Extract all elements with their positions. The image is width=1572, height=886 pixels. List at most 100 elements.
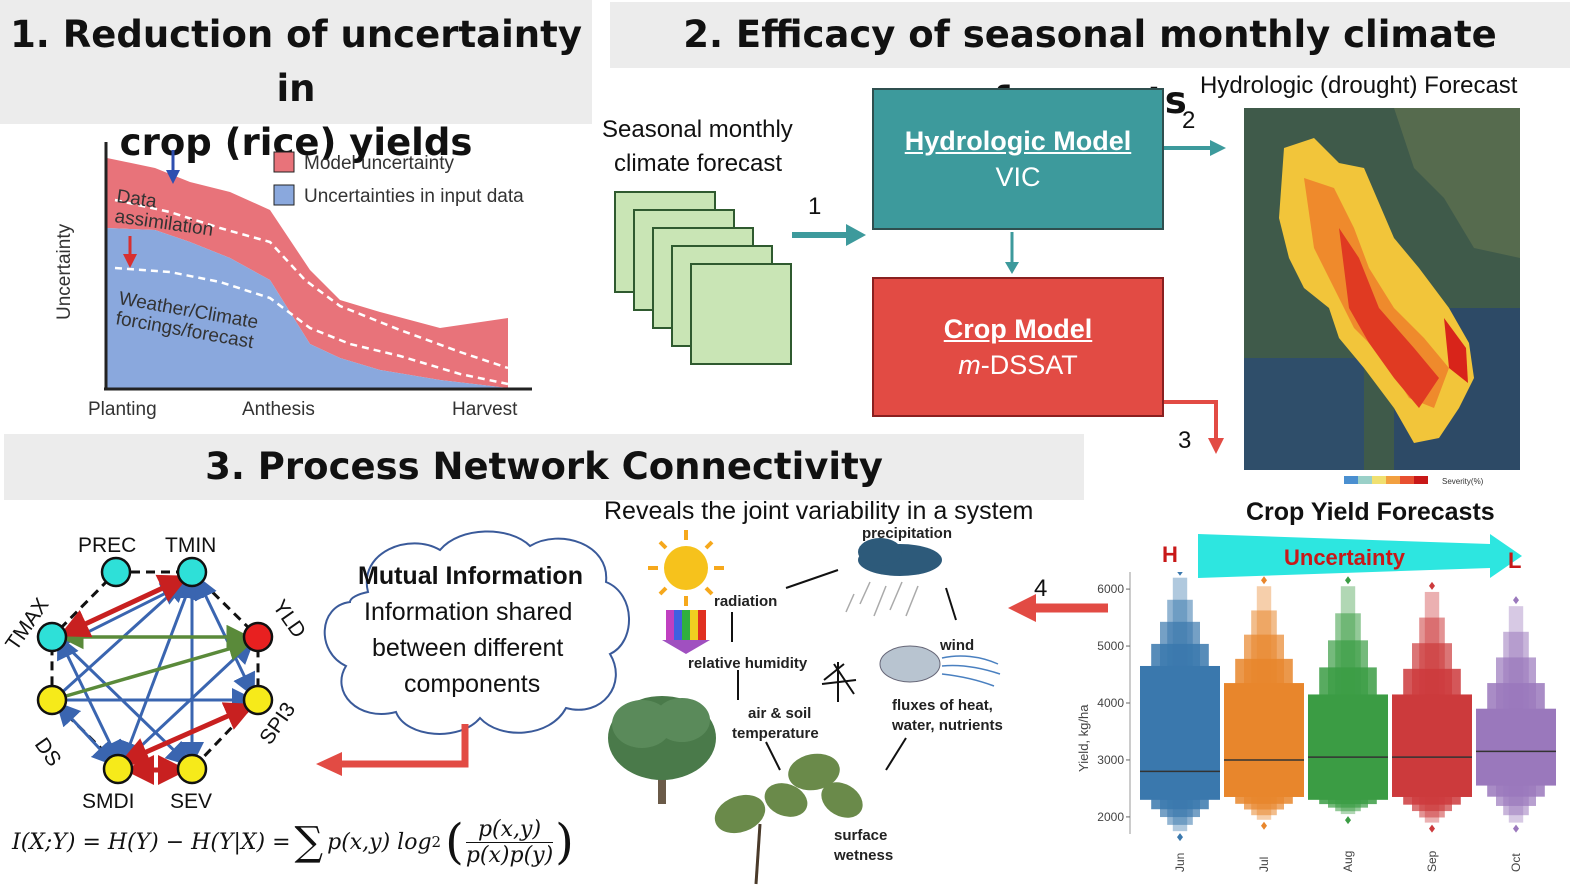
- boxen-box-jun: [1140, 665, 1220, 800]
- model-uncertainty-area: [107, 158, 508, 388]
- legend-model-uncertainty: Model uncertainty: [304, 153, 454, 174]
- panel1-title: 1. Reduction of uncertainty in crop (ric…: [0, 0, 592, 164]
- boxen-outlier-high-jul: [1261, 576, 1267, 585]
- hydro-title: Hydrologic Model: [904, 126, 1132, 156]
- arrow-number-4: 4: [1034, 575, 1047, 602]
- process-label-surface: surface: [834, 827, 887, 844]
- uncertainty-diagram: Data assimilation Weather/Climate forcin…: [54, 142, 532, 420]
- x-tick-anthesis: Anthesis: [242, 399, 315, 420]
- boxen-box-aug: [1308, 694, 1388, 800]
- x-tick-label-oct: Oct: [1509, 853, 1523, 872]
- forecast-sheet-stack: [614, 191, 792, 365]
- process-label-fluxes: fluxes of heat,: [892, 697, 993, 714]
- boxen-outlier-low-jul: [1261, 821, 1267, 830]
- node-label-yld: YLD: [268, 596, 310, 643]
- boxen-outlier-low-sep: [1429, 824, 1435, 833]
- boxen-outlier-low-aug: [1345, 816, 1351, 825]
- panel2-title: 2. Efficacy of seasonal monthly climate …: [610, 2, 1570, 122]
- cloud-title: Mutual Information: [358, 562, 583, 590]
- process-label-humidity: relative humidity: [688, 655, 808, 672]
- process-label-wind: wind: [939, 637, 974, 654]
- arrow-1-to-hydro: [792, 224, 866, 246]
- boxen-box-jul: [1224, 683, 1304, 797]
- node-label-sev: SEV: [170, 790, 212, 813]
- boxen-box-oct: [1476, 708, 1556, 786]
- arrow-number-2: 2: [1182, 107, 1195, 134]
- drought-map: Severity(%): [1244, 108, 1520, 486]
- formula-sum: ∑: [294, 819, 324, 865]
- y-tick-label: 5000: [1097, 639, 1124, 653]
- process-label-radiation: radiation: [714, 593, 777, 610]
- hydrologic-model-box: Hydrologic Model VIC: [872, 88, 1164, 230]
- y-tick-label: 2000: [1097, 810, 1124, 824]
- node-sev: [176, 753, 208, 785]
- sun-icon: [648, 530, 724, 606]
- uncertainty-label: Uncertainty: [1284, 545, 1406, 570]
- process-label-air-soil: air & soil: [748, 705, 811, 722]
- process-label-water: water, nutrients: [891, 717, 1003, 734]
- hydro-sub: VIC: [995, 162, 1041, 192]
- input-uncertainty-area: [107, 228, 508, 388]
- data-assimilation-blue-arrow: [166, 150, 180, 184]
- assimilated-model-curve: [114, 198, 509, 370]
- forecast-label-line2: climate forecast: [614, 150, 783, 177]
- drought-forecast-label: Hydrologic (drought) Forecast: [1200, 72, 1518, 99]
- tree-icon: [608, 696, 716, 804]
- y-axis-label-yield: Yield, kg/ha: [1076, 704, 1091, 772]
- radiation-rainbow-icon: [662, 610, 710, 654]
- crop-sub-rest: -DSSAT: [980, 350, 1078, 380]
- formula-sub: 2: [431, 833, 442, 851]
- crop-model-box: Crop Model m-DSSAT: [872, 277, 1164, 417]
- arrow-2-to-map: [1164, 140, 1226, 156]
- boxen-outlier-high-jun: [1177, 572, 1183, 576]
- node-tmax: [36, 621, 68, 653]
- panel2-arrows: 1 2 3: [792, 107, 1226, 454]
- panel3-title: 3. Process Network Connectivity: [4, 434, 1084, 500]
- node-spi3: [242, 684, 274, 716]
- boxen-box-sep: [1392, 694, 1472, 797]
- uncertainty-wedge: Uncertainty H L: [1162, 534, 1522, 578]
- boxen-outlier-high-sep: [1429, 581, 1435, 590]
- crop-title: Crop Model: [943, 314, 1093, 344]
- node-label-tmin: TMIN: [165, 534, 216, 557]
- cloud-text-2: between different: [372, 634, 564, 662]
- mutual-information-formula: I(X;Y) = H(Y) − H(Y|X) = ∑ p(x,y) log 2 …: [12, 814, 574, 870]
- boxen-outlier-high-oct: [1513, 596, 1519, 605]
- low-label: L: [1508, 548, 1521, 573]
- y-axis-label-uncertainty: Uncertainty: [54, 223, 75, 320]
- crop-yield-title: Crop Yield Forecasts: [1246, 498, 1495, 526]
- high-label: H: [1162, 542, 1178, 567]
- data-assimilation-red-arrow: [123, 236, 137, 268]
- x-tick-label-aug: Aug: [1341, 851, 1355, 872]
- x-tick-harvest: Harvest: [452, 399, 518, 420]
- node-prec: [100, 556, 132, 588]
- yield-boxen-chart: 2000 3000 4000 5000 6000 Jun Jul Aug Sep Oct Yiel…: [1076, 572, 1556, 872]
- cloud-to-network-arrow: [316, 724, 469, 776]
- y-tick-label: 6000: [1097, 582, 1124, 596]
- node-label-smdi: SMDI: [82, 790, 135, 813]
- arrow-number-1: 1: [808, 193, 821, 220]
- y-tick-label: 3000: [1097, 753, 1124, 767]
- y-tick-label: 4000: [1097, 696, 1124, 710]
- formula-px: p(x,y) log: [327, 829, 432, 855]
- node-label-prec: PREC: [78, 534, 136, 557]
- arrow-4-to-processes: 4: [1008, 575, 1108, 622]
- arrow-hydro-to-crop: [1005, 232, 1019, 274]
- crop-sub-italic: m: [958, 350, 981, 380]
- formula-lhs: I(X;Y) = H(Y) − H(Y|X) =: [12, 829, 291, 855]
- x-tick-label-sep: Sep: [1425, 850, 1439, 872]
- x-tick-label-jul: Jul: [1257, 857, 1271, 872]
- cloud-text-1: Information shared: [364, 598, 573, 626]
- panel1-title-line2: crop (rice) yields: [119, 121, 473, 164]
- x-tick-label-jun: Jun: [1173, 853, 1187, 872]
- boxen-outlier-low-jun: [1177, 833, 1183, 842]
- arrow-number-3: 3: [1178, 427, 1191, 454]
- node-ds: [36, 684, 68, 716]
- process-label-temperature: temperature: [732, 725, 819, 742]
- formula-numerator: p(x,y): [477, 816, 542, 842]
- node-label-ds: DS: [30, 734, 66, 771]
- node-yld: [242, 621, 274, 653]
- x-tick-planting: Planting: [88, 399, 157, 420]
- node-tmin: [176, 556, 208, 588]
- assimilated-input-curve: [114, 266, 509, 386]
